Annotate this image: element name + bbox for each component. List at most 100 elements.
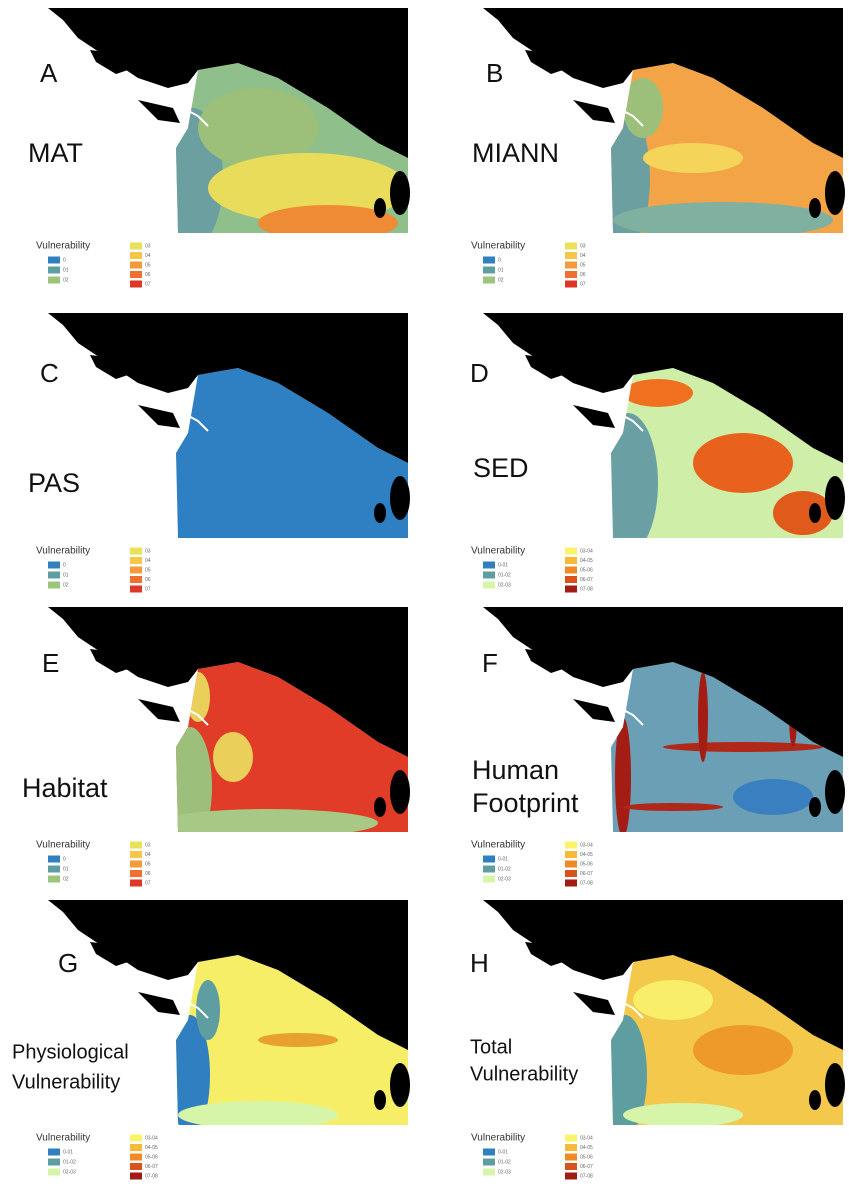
map [443, 8, 845, 248]
legend-label: 03-04 [580, 842, 593, 848]
legend-swatch [565, 271, 577, 278]
legend-swatch [483, 582, 495, 589]
legend-label: 07-08 [145, 1173, 158, 1179]
panel-letter: E [42, 648, 59, 678]
legend-swatch [565, 557, 577, 564]
panel-label: Physiological [12, 1041, 129, 1063]
island [390, 476, 410, 520]
legend-label: 02-03 [498, 1169, 511, 1175]
legend-label: 05 [580, 262, 586, 268]
legend-swatch [48, 1169, 60, 1176]
legend-label: 04 [145, 852, 151, 858]
panel: FHumanFootprintVulnerability0-0101-0202-… [443, 607, 845, 887]
legend-label: 0-01 [63, 1149, 73, 1155]
island [390, 171, 410, 215]
legend-swatch [130, 548, 142, 555]
legend-swatch [483, 876, 495, 883]
legend-label: 03-04 [145, 1135, 158, 1141]
legend-swatch [483, 277, 495, 284]
legend-label: 07-08 [580, 586, 593, 592]
legend-swatch [48, 1149, 60, 1156]
legend-label: 03 [145, 243, 151, 249]
legend-label: 06-07 [580, 577, 593, 583]
legend-swatch [565, 1144, 577, 1151]
island [825, 476, 845, 520]
legend-swatch [483, 856, 495, 863]
legend-swatch [48, 866, 60, 873]
island [374, 503, 386, 523]
legend-label: 0 [63, 856, 66, 862]
legend-swatch [565, 842, 577, 849]
panel-label: SED [473, 453, 529, 483]
land-zone [663, 742, 823, 752]
legend-swatch [130, 861, 142, 868]
legend-swatch [565, 1154, 577, 1161]
legend-title: Vulnerability [36, 1133, 90, 1144]
legend-swatch [483, 1169, 495, 1176]
map [8, 313, 410, 538]
panel-letter: D [470, 358, 489, 388]
legend-swatch [565, 1163, 577, 1170]
legend-label: 01-02 [498, 1159, 511, 1165]
legend-label: 04-05 [580, 558, 593, 564]
legend-label: 02 [498, 277, 504, 283]
island [809, 797, 821, 817]
legend-swatch [565, 586, 577, 593]
legend-swatch [130, 557, 142, 564]
legend-label: 0 [498, 257, 501, 263]
legend-title: Vulnerability [471, 840, 525, 851]
legend-label: 02-03 [63, 1169, 76, 1175]
legend-swatch [130, 1163, 142, 1170]
legend-label: 05 [145, 567, 151, 573]
panel-letter: G [58, 948, 78, 978]
legend-swatch [130, 880, 142, 887]
land-zone [178, 1101, 338, 1129]
legend-label: 06 [580, 272, 586, 278]
legend-swatch [48, 267, 60, 274]
legend-swatch [565, 548, 577, 555]
legend-label: 0-01 [498, 1149, 508, 1155]
legend-label: 07 [145, 880, 151, 886]
legend-title: Vulnerability [36, 546, 90, 557]
legend-swatch [565, 576, 577, 583]
legend-label: 05 [145, 262, 151, 268]
legend-swatch [565, 861, 577, 868]
legend-swatch [130, 842, 142, 849]
island [390, 770, 410, 814]
legend-label: 02 [63, 277, 69, 283]
legend-swatch [565, 880, 577, 887]
legend-swatch [130, 271, 142, 278]
legend-swatch [130, 576, 142, 583]
legend-swatch [130, 567, 142, 574]
land-zone [693, 433, 793, 493]
legend-label: 0 [63, 562, 66, 568]
legend-label: 01 [63, 267, 69, 273]
panel-label: MIANN [472, 138, 559, 168]
panel-label: Habitat [22, 773, 108, 803]
legend-title: Vulnerability [471, 546, 525, 557]
panel-letter: H [470, 948, 489, 978]
panel-label: PAS [28, 468, 80, 498]
legend-swatch [48, 1159, 60, 1166]
panel-letter: C [40, 358, 59, 388]
panel-letter: B [486, 58, 503, 88]
legend-swatch [565, 1135, 577, 1142]
land-zone [633, 980, 713, 1020]
legend-swatch [48, 876, 60, 883]
legend-swatch [483, 1159, 495, 1166]
legend-swatch [48, 277, 60, 284]
legend-label: 01 [63, 572, 69, 578]
legend-swatch [483, 267, 495, 274]
legend-swatch [48, 257, 60, 264]
legend-swatch [483, 257, 495, 264]
legend-swatch [565, 281, 577, 288]
legend-label: 04 [580, 253, 586, 259]
legend-label: 02-03 [498, 876, 511, 882]
legend-label: 07-08 [580, 1173, 593, 1179]
land-zone [623, 1103, 743, 1127]
island [374, 198, 386, 218]
legend-swatch [130, 1135, 142, 1142]
land-zone [213, 732, 253, 782]
legend-swatch [565, 851, 577, 858]
